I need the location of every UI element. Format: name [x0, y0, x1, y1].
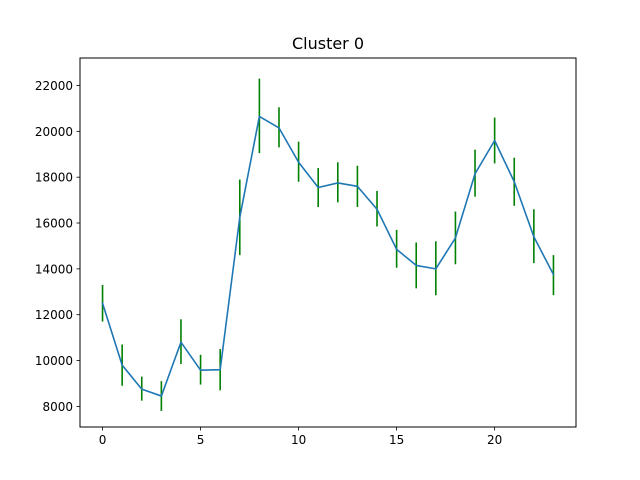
y-tick-label: 22000 — [35, 79, 73, 93]
x-tick-label: 15 — [389, 433, 404, 447]
y-tick-label: 20000 — [35, 125, 73, 139]
y-tick-label: 16000 — [35, 217, 73, 231]
x-axis: 0 5 10 15 20 — [99, 427, 502, 447]
x-tick-label: 10 — [291, 433, 306, 447]
x-tick-label: 0 — [99, 433, 107, 447]
y-tick-label: 18000 — [35, 171, 73, 185]
y-tick-label: 10000 — [35, 354, 73, 368]
x-tick-label: 5 — [197, 433, 205, 447]
error-bars — [101, 78, 555, 411]
y-tick-label: 8000 — [42, 400, 73, 414]
chart-title: Cluster 0 — [292, 34, 364, 53]
plot-area — [79, 57, 577, 428]
series-group — [101, 115, 555, 397]
y-axis: 8000 10000 12000 14000 16000 18000 20000 22000 — [35, 79, 80, 414]
series-line — [101, 115, 555, 397]
y-tick-label: 12000 — [35, 308, 73, 322]
x-tick-label: 20 — [487, 433, 502, 447]
y-tick-label: 14000 — [35, 262, 73, 276]
